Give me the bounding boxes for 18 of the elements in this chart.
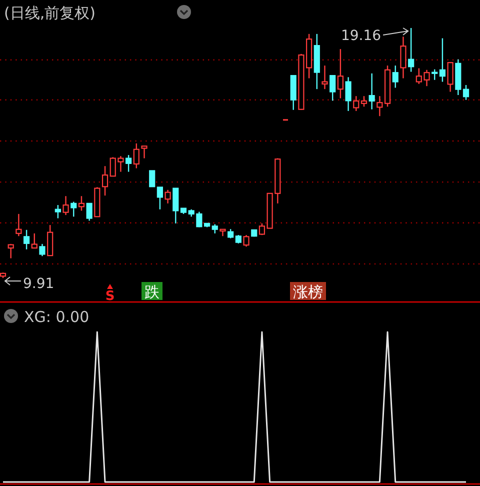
candlestick: [16, 213, 22, 237]
chart-title: XG: 0.00: [24, 308, 90, 326]
annotation: 19.16: [340, 28, 382, 44]
candlestick: [368, 72, 375, 110]
candlestick: [62, 196, 69, 216]
candlestick: [314, 33, 320, 90]
candlestick: [322, 64, 328, 90]
candlestick: [345, 76, 352, 112]
candlestick: [337, 48, 344, 99]
chart-title: (日线,前复权): [4, 4, 96, 22]
text: S: [105, 289, 115, 304]
annotation: 9.91: [23, 276, 54, 292]
text: 涨榜: [293, 283, 323, 301]
candlestick: [455, 58, 462, 96]
candlestick: [400, 36, 406, 79]
candlestick: [376, 96, 383, 117]
candlestick: [164, 189, 171, 204]
text: 跌: [144, 283, 160, 301]
